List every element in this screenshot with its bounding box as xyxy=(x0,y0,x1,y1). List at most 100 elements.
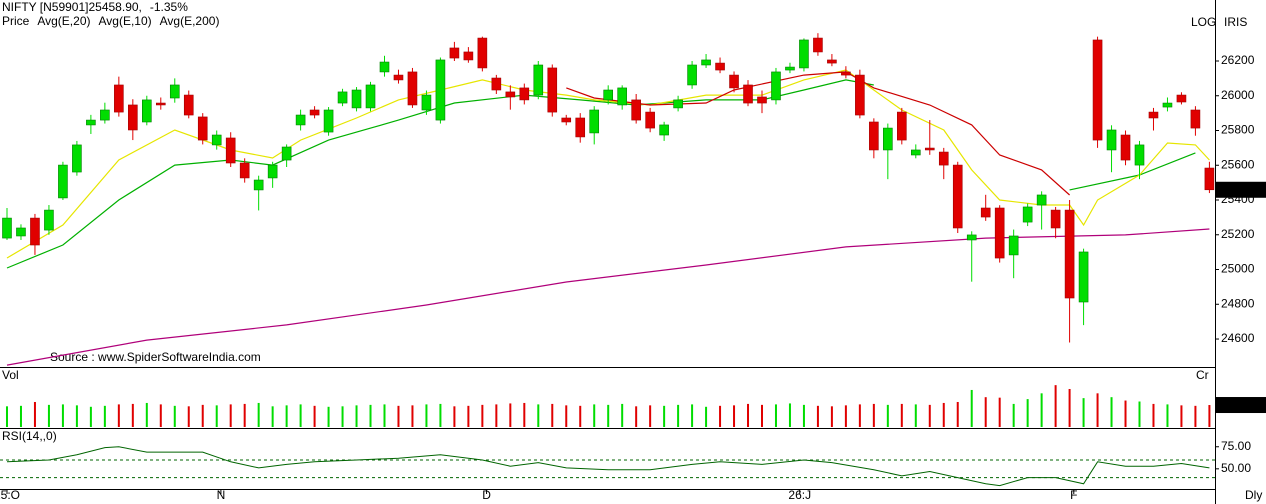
x-tick-label: F xyxy=(1070,488,1077,502)
volume-bar xyxy=(760,404,763,427)
candle-body xyxy=(505,91,516,98)
candle-body xyxy=(449,47,460,59)
scale-label: IRIS xyxy=(1224,15,1247,29)
panel-label: Vol xyxy=(2,368,19,382)
candle-body xyxy=(729,74,739,89)
volume-tag xyxy=(1216,397,1266,414)
candle-body xyxy=(910,149,921,156)
volume-bar xyxy=(1138,401,1141,427)
volume-bar xyxy=(383,404,386,427)
volume-bar xyxy=(131,403,134,427)
candle-body xyxy=(994,207,1005,259)
volume-bar xyxy=(453,406,456,427)
volume-bar xyxy=(145,402,148,427)
candle-body xyxy=(603,89,613,101)
rsi-line xyxy=(6,446,1210,487)
volume-bar xyxy=(872,403,875,427)
volume-bar xyxy=(299,404,302,427)
candle-body xyxy=(869,121,879,151)
volume-bar xyxy=(1096,393,1099,427)
candle-body xyxy=(519,87,530,101)
candle-body xyxy=(631,99,641,121)
y-tick-label: 24600 xyxy=(1221,331,1255,345)
x-tick-label: 26:J xyxy=(788,488,811,502)
candle-body xyxy=(1064,209,1075,299)
volume-bar xyxy=(663,405,666,427)
volume-bar xyxy=(1208,405,1211,427)
volume-bar xyxy=(858,404,861,427)
volume-bar xyxy=(509,403,512,427)
price-tag-label: 25458.9 xyxy=(1219,182,1263,196)
volume-bar xyxy=(103,405,106,427)
volume-bar xyxy=(1152,403,1155,427)
volume-bar xyxy=(579,405,582,427)
candle-body xyxy=(58,164,68,199)
candle-body xyxy=(225,137,236,164)
volume-bar xyxy=(425,404,428,427)
candle-body xyxy=(30,217,40,246)
ma-line xyxy=(6,69,1210,259)
candle-body xyxy=(924,147,935,151)
candle-body xyxy=(1036,194,1047,206)
volume-bar xyxy=(313,405,316,427)
volume-bar xyxy=(705,406,708,427)
y-tick-label: 24800 xyxy=(1221,296,1255,310)
volume-bar xyxy=(1124,400,1127,427)
candle-body xyxy=(827,59,837,64)
y-tick-label: 75.00 xyxy=(1221,439,1251,453)
volume-bar xyxy=(369,404,372,427)
candle-body xyxy=(1148,111,1159,119)
candle-body xyxy=(687,64,697,86)
volume-bar xyxy=(719,405,722,427)
volume-bar xyxy=(467,405,470,427)
x-tick-label: 25:O xyxy=(0,488,20,502)
volume-bar xyxy=(942,402,945,427)
volume-bar xyxy=(1110,397,1113,427)
volume-bar xyxy=(229,404,232,427)
period-label: Dly xyxy=(1245,488,1262,502)
volume-bar xyxy=(327,406,330,427)
candle-body xyxy=(142,99,152,123)
candle-body xyxy=(491,77,502,91)
unit-label: Cr xyxy=(1196,368,1209,382)
candle-body xyxy=(841,71,851,76)
candle-body xyxy=(897,111,907,141)
volume-bar xyxy=(928,404,931,427)
candle-body xyxy=(547,67,558,113)
candle-body xyxy=(771,71,781,101)
volume-bar xyxy=(565,405,568,427)
y-tick-label: 25600 xyxy=(1221,157,1255,171)
candle-body xyxy=(1008,235,1019,256)
y-tick-label: 26000 xyxy=(1221,88,1255,102)
candle-body xyxy=(128,104,138,131)
candle-body xyxy=(883,127,893,151)
volume-bar xyxy=(844,405,847,427)
candle-body xyxy=(86,119,96,126)
candle-body xyxy=(407,71,418,106)
candle-body xyxy=(533,64,544,96)
candle-body xyxy=(659,124,669,136)
volume-bar xyxy=(1068,389,1071,427)
volume-bar xyxy=(747,403,750,427)
volume-bar xyxy=(621,403,624,427)
volume-bar xyxy=(537,404,540,427)
volume-bar xyxy=(886,404,889,427)
candle-body xyxy=(1120,134,1131,161)
volume-bar xyxy=(593,404,596,427)
candle-body xyxy=(239,162,250,179)
candle-body xyxy=(211,134,222,146)
candle-body xyxy=(309,109,320,116)
y-tick-label: 25800 xyxy=(1221,123,1255,137)
candle-body xyxy=(813,37,823,53)
candle-body xyxy=(1190,109,1201,129)
candle-body xyxy=(855,74,865,116)
candle-body xyxy=(323,109,334,133)
volume-bar xyxy=(481,404,484,427)
candle-body xyxy=(463,51,474,61)
candle-body xyxy=(183,94,194,116)
volume-bar xyxy=(173,405,176,427)
volume-bar xyxy=(1082,398,1085,427)
candle-body xyxy=(44,209,54,231)
candle-body xyxy=(435,59,446,121)
candle-body xyxy=(617,87,627,106)
